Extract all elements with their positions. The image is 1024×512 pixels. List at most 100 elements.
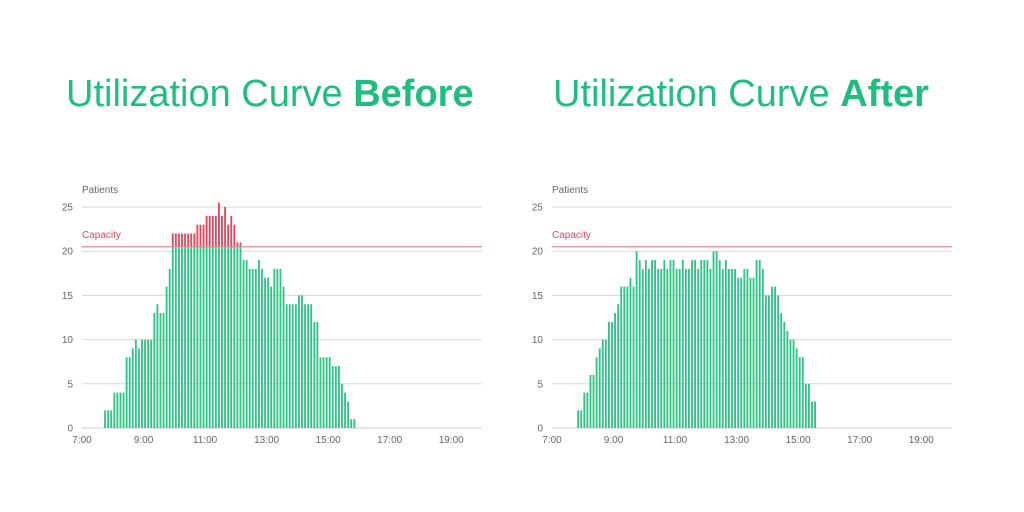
bar	[712, 251, 715, 428]
bar	[718, 260, 721, 428]
bar	[270, 286, 273, 428]
x-tick-label: 11:00	[663, 435, 688, 446]
bar	[184, 246, 186, 428]
bar	[611, 321, 613, 428]
bar	[236, 246, 239, 428]
bar	[267, 277, 270, 428]
bar	[749, 277, 752, 428]
bar	[245, 260, 248, 428]
bar	[771, 286, 773, 428]
bar	[104, 410, 106, 428]
bar	[632, 286, 635, 428]
bar	[258, 260, 260, 428]
bar	[724, 260, 727, 428]
bar	[196, 246, 199, 428]
bar	[276, 268, 279, 428]
bar	[601, 339, 604, 428]
y-tick-label: 25	[532, 203, 544, 214]
bar	[334, 366, 337, 428]
bar-over-capacity	[205, 215, 208, 247]
bar	[147, 339, 150, 428]
bar	[740, 277, 743, 428]
bar-over-capacity	[190, 233, 193, 247]
bar	[310, 304, 313, 428]
bar	[678, 268, 681, 428]
bar	[134, 339, 137, 428]
bar	[688, 268, 690, 428]
bar	[577, 410, 580, 428]
y-tick-label: 0	[67, 424, 73, 435]
bar	[291, 304, 294, 428]
bar	[208, 246, 211, 428]
bar	[758, 260, 761, 428]
bar-over-capacity	[239, 242, 242, 247]
bar-over-capacity	[221, 215, 223, 247]
bar	[264, 277, 266, 428]
bar	[251, 268, 254, 428]
bar	[178, 246, 180, 428]
y-tick-label: 15	[532, 291, 544, 302]
bar	[144, 339, 146, 428]
bar	[328, 357, 331, 428]
bar	[190, 246, 193, 428]
bar	[254, 268, 257, 428]
bar-over-capacity	[184, 233, 186, 247]
bar	[697, 268, 700, 428]
x-tick-label: 19:00	[909, 435, 934, 446]
bar	[795, 348, 798, 428]
bar	[193, 246, 196, 428]
bar	[709, 268, 712, 428]
y-axis-label: Patients	[552, 185, 588, 196]
bar	[691, 260, 693, 428]
capacity-label: Capacity	[82, 230, 121, 241]
bar	[202, 246, 205, 428]
bar-over-capacity	[218, 202, 220, 247]
bar	[199, 246, 202, 428]
bar	[798, 357, 801, 428]
chart-title-after: Utilization Curve After	[553, 73, 929, 115]
bar	[242, 260, 245, 428]
bar	[629, 277, 632, 428]
y-tick-label: 5	[67, 379, 73, 390]
bar	[116, 392, 119, 428]
bar	[580, 410, 583, 428]
bar	[224, 246, 226, 428]
bar	[110, 410, 113, 428]
y-tick-label: 10	[532, 335, 544, 346]
bar	[681, 260, 684, 428]
bar	[641, 268, 644, 428]
bar	[344, 392, 346, 428]
bar	[595, 357, 598, 428]
bar	[743, 268, 746, 428]
bar	[737, 277, 740, 428]
bar	[648, 268, 650, 428]
bar	[660, 268, 663, 428]
bar	[592, 374, 595, 428]
y-tick-label: 15	[62, 291, 74, 302]
bar	[353, 419, 356, 428]
bar	[666, 268, 669, 428]
bar	[635, 251, 638, 428]
utilization-chart-after: Patients 0 5 10 15 20 25 7:00 9:00 11:00 13:00 15:0…	[532, 185, 952, 446]
bar	[638, 260, 641, 428]
y-axis-label: Patients	[82, 185, 118, 196]
capacity-label: Capacity	[552, 230, 591, 241]
y-tick-label: 20	[62, 247, 74, 258]
bar	[171, 246, 174, 428]
bar	[162, 313, 165, 428]
bar	[703, 260, 706, 428]
bar	[626, 286, 629, 428]
bar	[811, 401, 813, 428]
bar	[113, 392, 116, 428]
bar	[777, 295, 780, 428]
bar	[706, 260, 709, 428]
bar	[156, 304, 159, 428]
bar	[350, 419, 353, 428]
bar	[789, 339, 792, 428]
bar	[734, 268, 736, 428]
bar	[227, 246, 230, 428]
x-tick-label: 15:00	[316, 435, 341, 446]
bar	[307, 304, 310, 428]
bar	[608, 321, 610, 428]
bar	[783, 321, 786, 428]
